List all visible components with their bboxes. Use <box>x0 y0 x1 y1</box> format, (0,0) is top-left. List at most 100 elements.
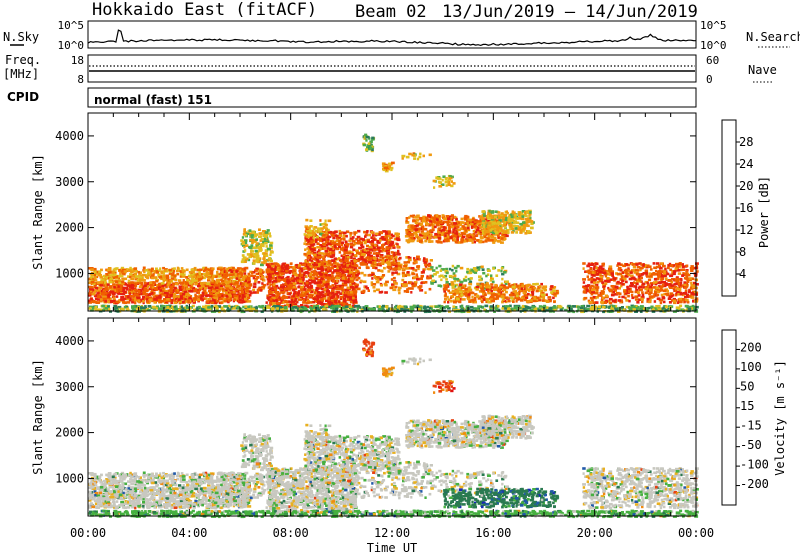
power-cell <box>352 287 355 290</box>
power-cell <box>162 289 166 293</box>
power-cell <box>244 241 248 245</box>
power-cell <box>298 298 302 301</box>
power-cell <box>450 214 454 217</box>
power-cell <box>247 300 252 303</box>
power-cell <box>398 263 401 267</box>
power-cell <box>206 283 210 287</box>
power-cell <box>443 236 447 240</box>
power-cell <box>93 285 97 288</box>
power-cell <box>267 280 272 283</box>
power-cell <box>343 231 347 235</box>
power-cell <box>313 281 317 285</box>
power-cell <box>153 291 156 294</box>
power-cell <box>238 274 241 278</box>
power-cell <box>349 295 353 299</box>
power-cell <box>182 294 187 298</box>
power-cell <box>410 236 414 240</box>
power-cell <box>262 257 266 260</box>
power-cell <box>483 235 487 239</box>
date-range: 13/Jun/2019 – 14/Jun/2019 <box>442 2 698 22</box>
power-cell <box>376 254 380 257</box>
power-cell <box>214 286 219 290</box>
power-cell <box>328 292 332 295</box>
power-cell <box>260 242 264 246</box>
power-cell <box>291 275 295 278</box>
power-cell <box>423 261 427 264</box>
power-cell <box>382 238 386 241</box>
power-cell <box>261 275 265 279</box>
power-cell <box>467 228 471 232</box>
power-cell <box>231 291 236 294</box>
power-cell <box>127 275 130 278</box>
power-cell <box>209 272 214 275</box>
power-cell <box>242 278 245 282</box>
power-cell <box>137 299 141 303</box>
power-cell <box>163 284 166 287</box>
power-cell <box>370 242 374 246</box>
power-cell <box>505 210 508 213</box>
power-cell <box>346 243 350 246</box>
power-cell <box>180 281 185 285</box>
power-cell <box>510 225 513 228</box>
power-cell <box>172 269 176 273</box>
power-cell <box>98 272 101 275</box>
power-cell <box>88 294 92 297</box>
power-cell <box>181 285 185 288</box>
power-cell <box>374 266 378 270</box>
power-cell <box>490 283 494 286</box>
power-cell <box>155 279 158 283</box>
power-cell <box>282 265 286 269</box>
power-cell <box>526 288 531 291</box>
power-cell <box>233 271 236 274</box>
power-cell <box>307 288 311 292</box>
power-cell <box>261 244 265 248</box>
power-cell <box>245 257 249 261</box>
power-cell <box>326 252 331 256</box>
power-cell <box>381 259 385 262</box>
power-cell <box>248 255 253 259</box>
power-cell <box>454 240 459 244</box>
power-cell <box>331 284 335 287</box>
power-cell <box>424 239 428 243</box>
power-cell <box>317 260 320 263</box>
power-cell <box>271 291 275 294</box>
power-cell <box>162 271 165 275</box>
power-cell <box>498 290 501 294</box>
power-cell <box>490 233 494 236</box>
power-cell <box>449 236 453 239</box>
power-cell <box>207 273 212 277</box>
power-cell <box>262 240 266 244</box>
power-cell <box>158 296 162 299</box>
power-cell <box>388 250 391 254</box>
power-cell <box>270 273 273 277</box>
power-cell <box>233 298 236 301</box>
power-cell <box>462 227 466 230</box>
power-cell <box>330 275 334 279</box>
power-cell <box>342 238 346 241</box>
power-cell <box>387 266 392 270</box>
power-cell <box>233 296 238 299</box>
power-cell <box>407 226 411 229</box>
power-cell <box>243 282 247 285</box>
power-cell <box>488 209 491 213</box>
power-cell <box>94 279 98 282</box>
power-cell <box>163 294 167 297</box>
power-cell <box>389 256 393 259</box>
power-cell <box>274 268 278 271</box>
power-cell <box>331 280 336 283</box>
power-cell <box>286 281 290 284</box>
power-cell <box>126 296 129 299</box>
power-cell <box>488 234 492 238</box>
power-cell <box>397 261 401 265</box>
power-cell <box>193 299 196 303</box>
power-cell <box>340 254 343 258</box>
power-cell <box>469 222 474 226</box>
power-cell <box>299 267 304 270</box>
power-cell <box>464 218 468 221</box>
power-cell <box>136 296 141 300</box>
power-cell <box>406 240 411 244</box>
power-cell <box>222 288 225 291</box>
power-cell <box>252 291 257 294</box>
power-cell <box>104 280 107 284</box>
power-cell <box>385 232 388 235</box>
